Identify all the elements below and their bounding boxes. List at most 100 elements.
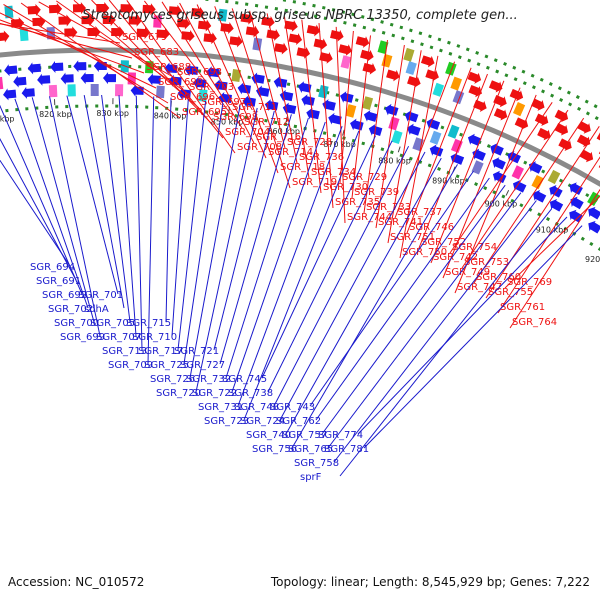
reverse-feature-block — [391, 130, 403, 145]
gene-label-forward: SGR_735 — [335, 197, 380, 208]
reverse-feature-block — [156, 85, 165, 99]
reverse-gene-arrow-shape — [279, 89, 294, 102]
label-leader-line — [283, 16, 310, 179]
label-leader-line — [335, 26, 346, 224]
label-leader-line — [177, 100, 207, 351]
forward-gene-arrow — [229, 35, 243, 48]
label-leader-line — [504, 195, 600, 289]
scale-tick-label: 880 kbp — [378, 157, 411, 166]
forward-gene-arrow-shape — [58, 14, 72, 27]
forward-gene-arrow-shape — [27, 3, 41, 16]
forward-gene-arrow — [355, 36, 370, 48]
forward-gene-arrow-shape — [537, 127, 551, 141]
scale-tick-label: 840 kbp — [154, 112, 187, 121]
gene-label-reverse: SGR_715 — [126, 318, 171, 329]
label-leader-line — [430, 80, 505, 264]
forward-gene-arrow — [488, 80, 503, 93]
label-leader-line — [126, 0, 236, 154]
gene-label-forward: SGR_739 — [354, 187, 399, 198]
reverse-gene-arrow-shape — [492, 170, 507, 184]
reverse-gene-arrow — [73, 60, 87, 73]
label-leader-line — [509, 188, 600, 329]
label-leader-line — [214, 6, 279, 174]
label-leader-line — [291, 164, 458, 449]
label-leader-line — [147, 96, 155, 365]
forward-gene-arrow-shape — [48, 2, 63, 15]
gene-label-reverse: SGR_717 — [138, 346, 183, 357]
forward-gene-arrow — [296, 47, 311, 59]
label-leader-line — [273, 145, 410, 407]
label-leader-line — [0, 22, 133, 59]
reverse-gene-arrow-shape — [13, 75, 27, 88]
forward-gene-arrow — [245, 25, 260, 38]
scale-tick-label: 850 kbp — [211, 118, 244, 127]
reverse-feature-block — [67, 84, 76, 97]
scale-tick-label: 810 kbp — [0, 115, 15, 124]
forward-gene-arrow — [509, 88, 524, 102]
forward-gene-arrow-shape — [579, 149, 594, 163]
gene-label-forward: SGR_750 — [402, 247, 447, 258]
forward-gene-arrow-shape — [319, 51, 333, 64]
gene-label-reverse: SGR_774 — [318, 430, 363, 441]
forward-gene-arrow-shape — [81, 14, 95, 27]
reverse-feature-block — [547, 169, 561, 185]
reverse-gene-arrow-shape — [429, 144, 444, 157]
reverse-gene-arrow — [93, 60, 107, 72]
forward-gene-arrow-shape — [407, 75, 421, 88]
reverse-gene-arrow-shape — [532, 190, 547, 203]
label-leader-line — [315, 177, 490, 421]
reverse-gene-arrow — [322, 99, 336, 111]
reverse-feature-block — [145, 61, 154, 74]
gene-label-forward: SGR_749 — [445, 267, 490, 278]
reverse-gene-arrow-shape — [384, 103, 399, 116]
label-leader-line — [213, 110, 275, 351]
label-leader-line — [231, 8, 291, 189]
gene-label-reverse: SGR_758 — [294, 458, 339, 469]
label-leader-line — [249, 10, 286, 149]
forward-gene-arrow-shape — [386, 69, 400, 82]
label-leader-line — [56, 0, 188, 94]
gene-label-forward: SGR_734 — [311, 167, 356, 178]
forward-gene-arrow — [420, 55, 435, 68]
label-leader-line — [31, 97, 95, 323]
gene-label-reverse: SGR_740 — [246, 430, 291, 441]
gene-label-reverse: SGR_702 — [48, 304, 93, 315]
forward-gene-arrow-shape — [509, 88, 524, 102]
forward-gene-arrow — [579, 149, 594, 163]
gene-label-forward: SGR_712 — [244, 117, 289, 128]
reverse-gene-arrow-shape — [513, 180, 527, 193]
forward-gene-arrow — [181, 29, 195, 42]
forward-feature-block — [405, 61, 417, 76]
reverse-gene-arrow — [237, 82, 252, 95]
gene-label-reverse: sdhA — [84, 304, 109, 315]
gene-label-forward: SGR_703 — [189, 82, 234, 93]
forward-gene-arrow — [554, 109, 569, 123]
forward-gene-arrow — [362, 62, 377, 75]
label-leader-line — [219, 114, 292, 365]
gene-label-reverse: SGR_713 — [102, 346, 147, 357]
reverse-gene-arrow-shape — [147, 73, 161, 86]
gene-label-forward: SGR_704 — [225, 127, 270, 138]
gene-label-forward: SGR_761 — [500, 302, 545, 313]
reverse-gene-arrow — [340, 91, 354, 103]
label-leader-line — [243, 130, 360, 421]
forward-gene-arrow-shape — [425, 69, 439, 82]
reverse-gene-arrow — [507, 150, 521, 164]
label-leader-line — [231, 121, 326, 393]
reverse-gene-arrow-shape — [588, 220, 600, 234]
forward-gene-arrow — [261, 16, 275, 28]
gene-label-forward: SGR_688 — [146, 62, 191, 73]
reverse-gene-arrow-shape — [73, 60, 87, 73]
forward-gene-arrow-shape — [488, 80, 503, 93]
track-guide-3 — [0, 104, 600, 252]
label-leader-line — [14, 98, 89, 309]
genome-summary-text: Topology: linear; Length: 8,545,929 bp; … — [270, 575, 590, 589]
forward-gene-arrow — [558, 138, 572, 151]
reverse-gene-arrow-shape — [214, 79, 228, 92]
label-leader-line — [38, 1, 176, 79]
gene-label-forward: SGR_764 — [512, 317, 557, 328]
scale-tick-label: 870 kbp — [323, 140, 356, 149]
reverse-gene-arrow-shape — [242, 95, 256, 108]
gene-label-reverse: SGR_692 — [42, 290, 87, 301]
forward-gene-arrow-shape — [261, 16, 275, 28]
